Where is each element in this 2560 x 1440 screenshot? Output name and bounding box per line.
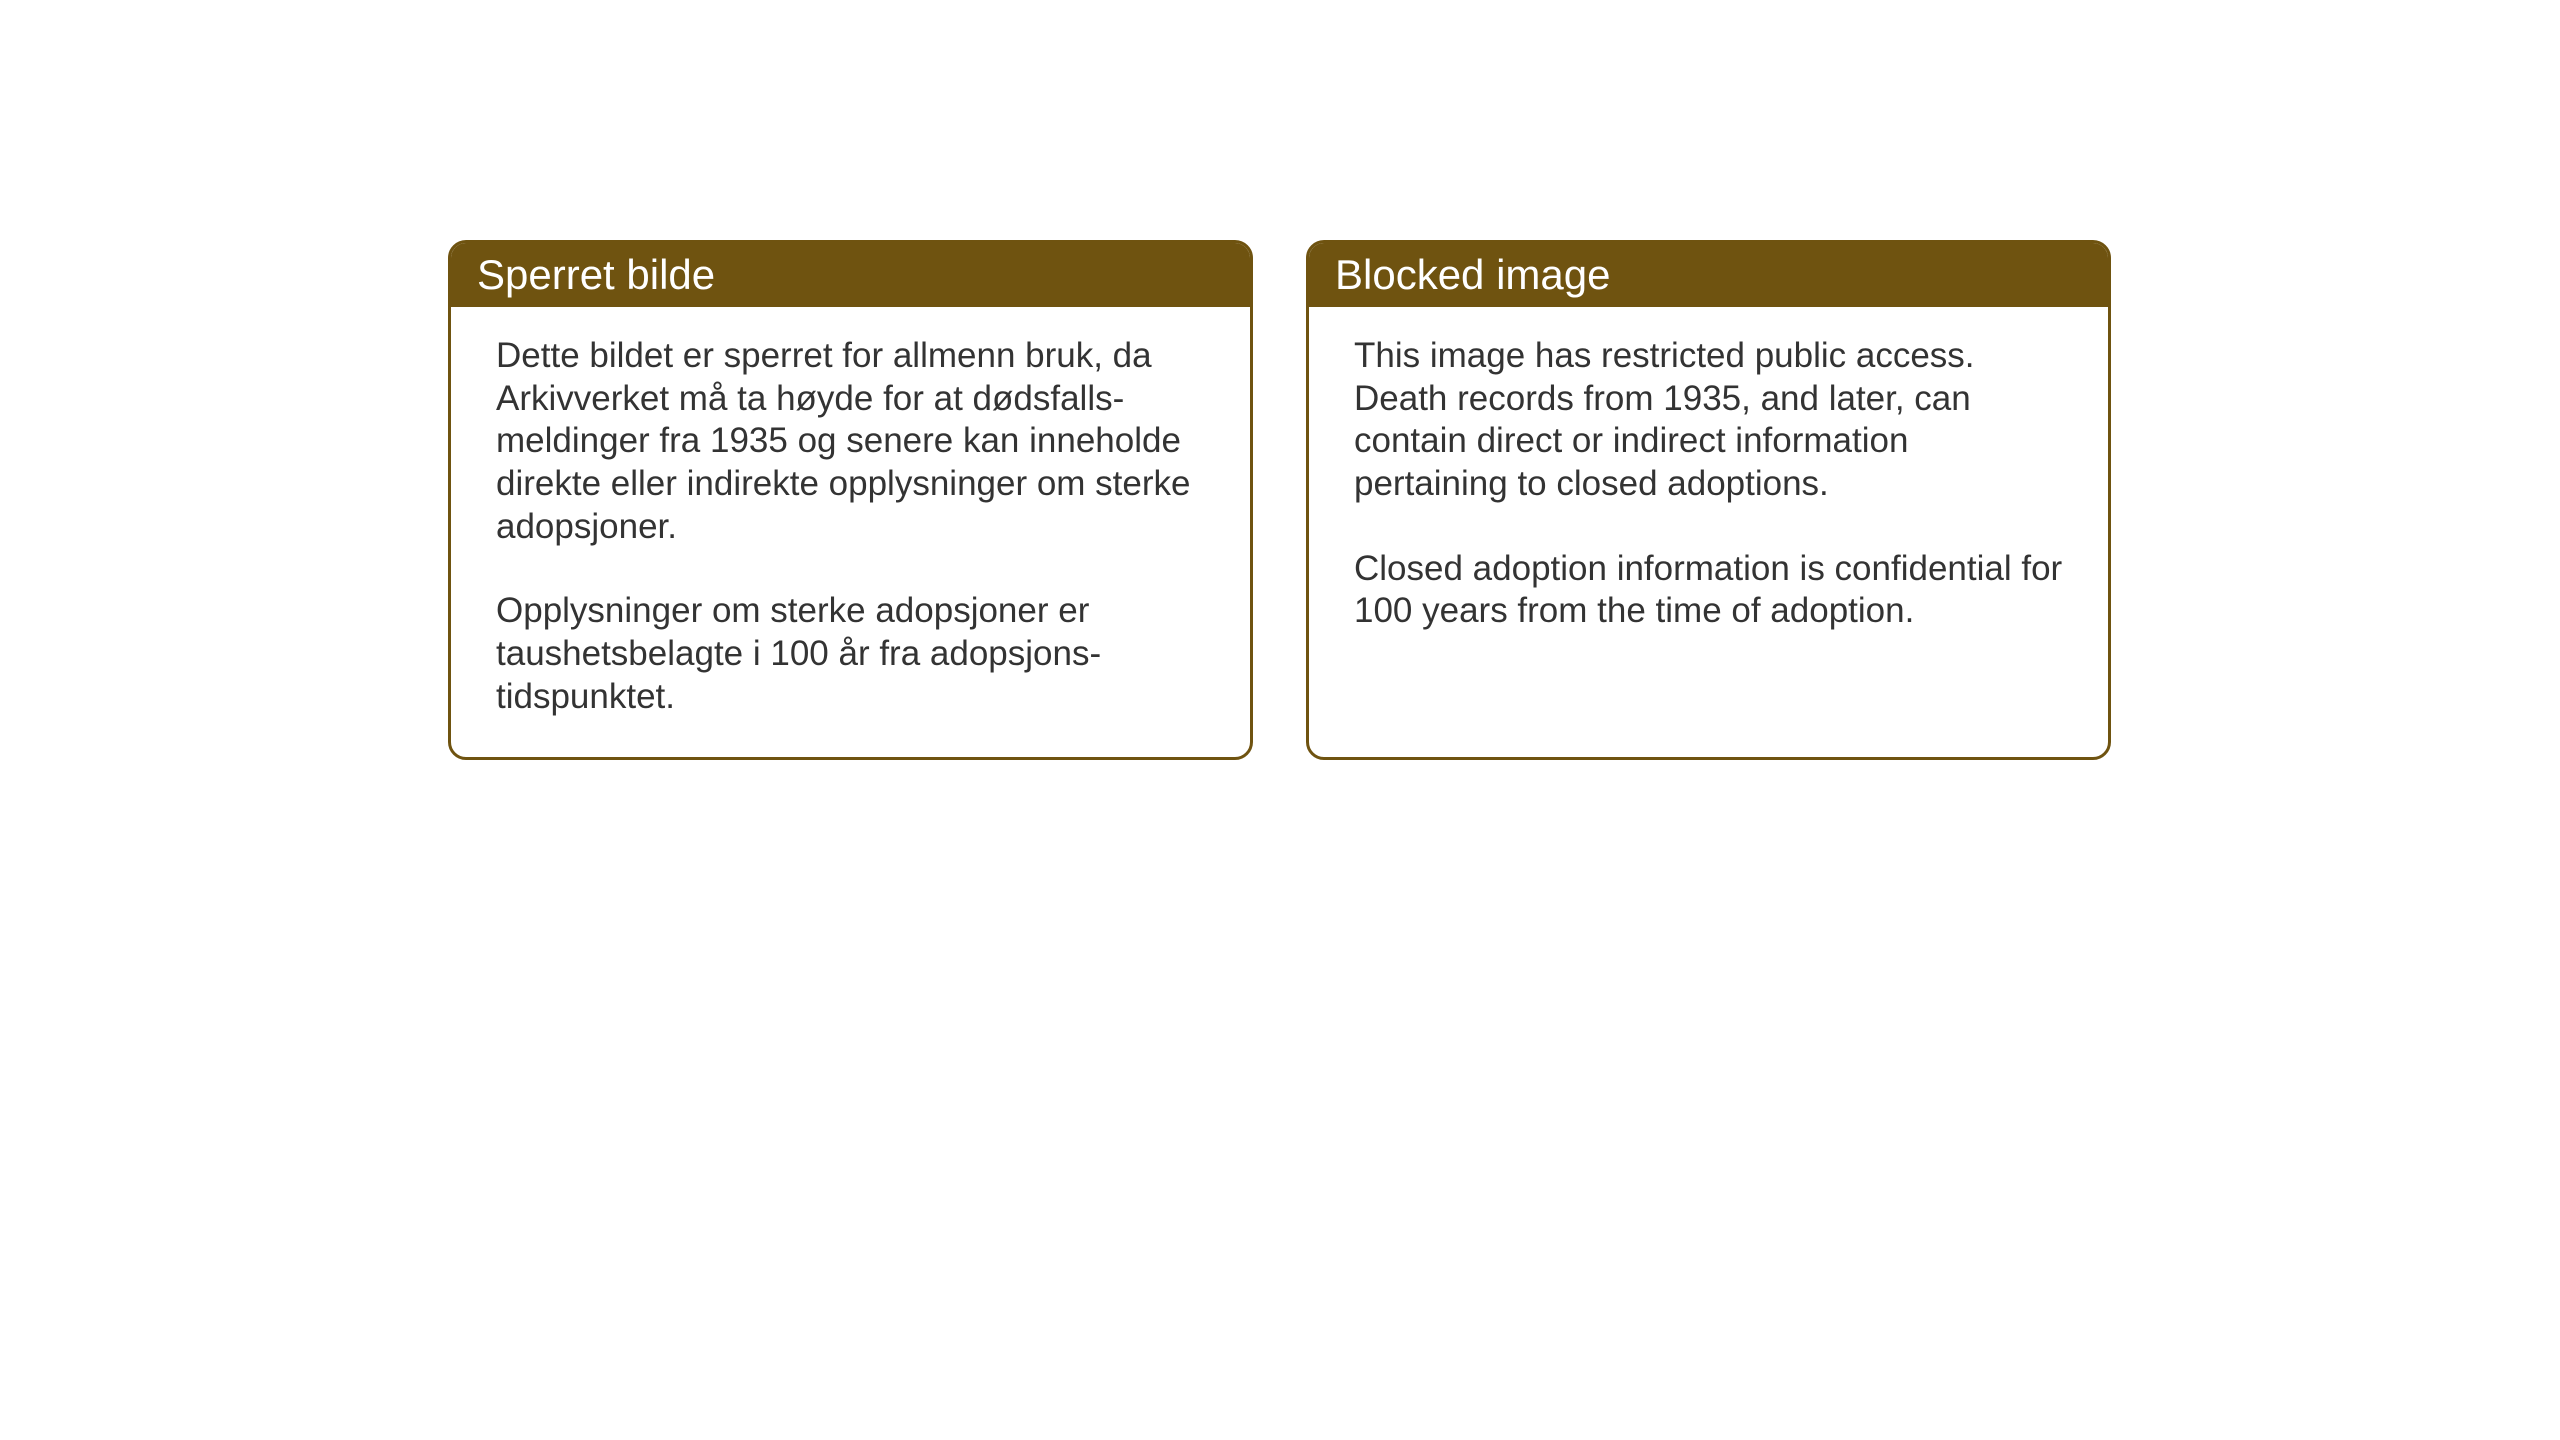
english-notice-card: Blocked image This image has restricted …: [1306, 240, 2111, 760]
english-card-body: This image has restricted public access.…: [1309, 307, 2108, 718]
notice-cards-container: Sperret bilde Dette bildet er sperret fo…: [448, 240, 2111, 760]
norwegian-card-body: Dette bildet er sperret for allmenn bruk…: [451, 307, 1250, 757]
norwegian-card-title: Sperret bilde: [451, 243, 1250, 307]
english-card-title: Blocked image: [1309, 243, 2108, 307]
norwegian-notice-card: Sperret bilde Dette bildet er sperret fo…: [448, 240, 1253, 760]
english-paragraph-1: This image has restricted public access.…: [1354, 335, 2063, 506]
norwegian-paragraph-1: Dette bildet er sperret for allmenn bruk…: [496, 335, 1205, 548]
english-paragraph-2: Closed adoption information is confident…: [1354, 548, 2063, 633]
norwegian-paragraph-2: Opplysninger om sterke adopsjoner er tau…: [496, 590, 1205, 718]
